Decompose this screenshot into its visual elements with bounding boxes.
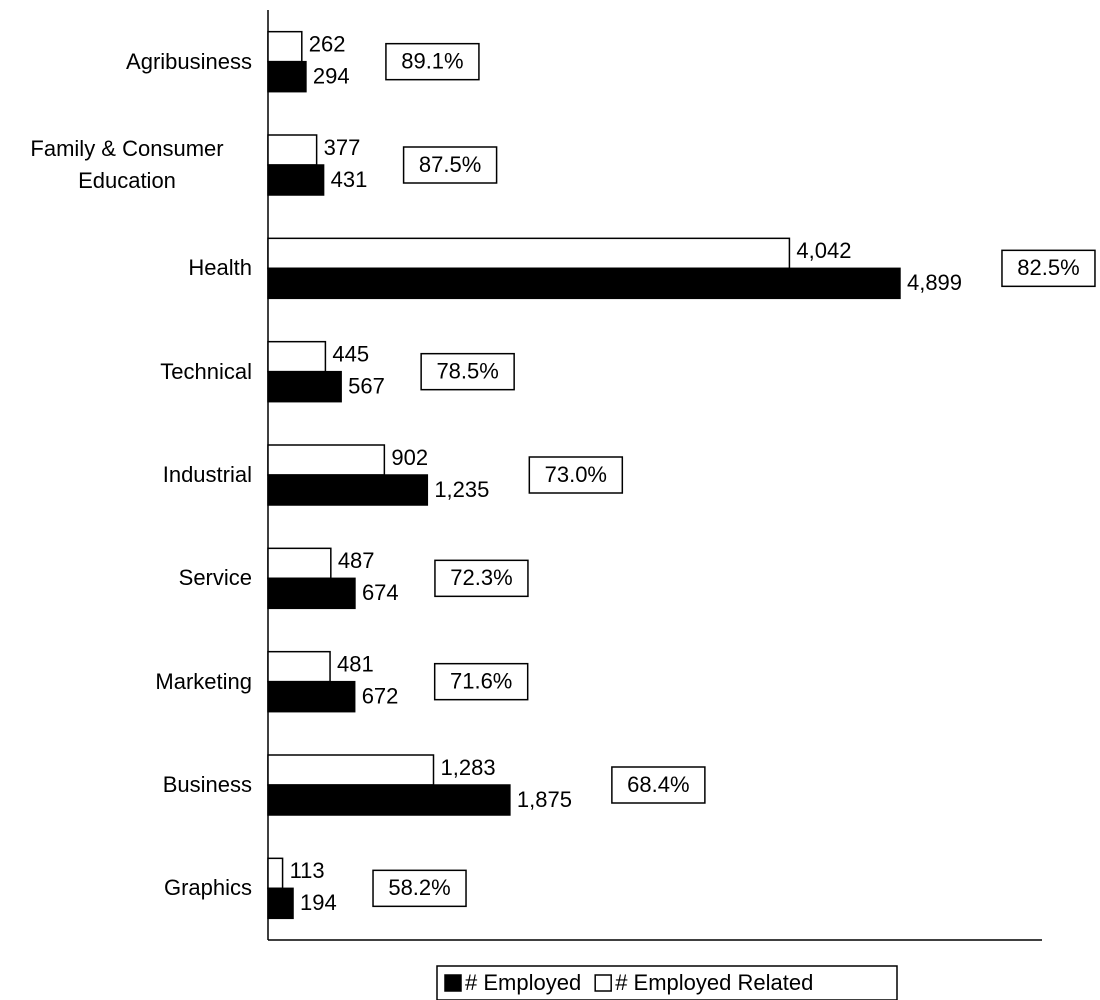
category-label-text: Agribusiness — [126, 48, 252, 74]
bar — [267, 887, 294, 920]
category-label-text: Business — [162, 772, 252, 797]
bar — [267, 444, 386, 476]
share-label: 87.5% — [419, 152, 481, 177]
legend-swatch — [444, 974, 462, 992]
share-box — [611, 766, 706, 804]
share-box — [433, 662, 529, 701]
value-label: 4,899 — [907, 270, 962, 295]
share-box — [1001, 249, 1096, 288]
value-label: 1,283 — [441, 755, 496, 780]
category-label: Business — [0, 745, 252, 825]
share-label: 82.5% — [1017, 255, 1079, 280]
value-label: 902 — [391, 445, 428, 470]
category-label: Agribusiness — [0, 22, 252, 102]
value-label: 481 — [337, 651, 374, 676]
share-label: 58.2% — [388, 875, 450, 900]
share-box — [385, 42, 480, 81]
share-label: 68.4% — [627, 772, 689, 797]
legend-label: # Employed Related — [615, 970, 813, 995]
legend-box — [436, 965, 898, 1000]
legend-label: # Employed — [465, 970, 581, 995]
value-label: 4,042 — [796, 238, 851, 263]
category-label: Technical — [0, 332, 252, 412]
bar — [267, 474, 429, 506]
share-box — [420, 352, 515, 391]
value-label: 262 — [309, 31, 346, 56]
bar — [267, 60, 307, 93]
category-label: Industrial — [0, 435, 252, 515]
value-label: 377 — [324, 135, 361, 160]
value-label: 294 — [313, 63, 350, 88]
value-label: 431 — [331, 167, 368, 192]
bar — [267, 30, 303, 63]
share-label: 78.5% — [436, 358, 498, 383]
share-box — [434, 559, 529, 598]
value-label: 445 — [332, 341, 369, 366]
value-label: 1,875 — [517, 787, 572, 812]
value-label: 1,235 — [434, 477, 489, 502]
value-label: 567 — [348, 373, 385, 398]
value-label: 113 — [290, 858, 325, 883]
bar — [267, 577, 356, 610]
bar — [267, 164, 325, 196]
value-label: 194 — [300, 890, 337, 915]
share-label: 72.3% — [450, 565, 512, 590]
category-label-text: Technical — [160, 358, 252, 384]
bar — [267, 237, 791, 270]
bar — [267, 267, 901, 300]
category-label-text: Health — [188, 255, 252, 281]
category-label-text: Industrial — [162, 462, 252, 487]
legend-swatch — [594, 974, 612, 992]
share-label: 89.1% — [401, 48, 463, 73]
share-label: 73.0% — [545, 462, 607, 487]
category-label-text: Marketing — [155, 668, 252, 694]
share-label: 71.6% — [450, 668, 512, 693]
category-label-text: Graphics — [163, 875, 252, 901]
value-label: 672 — [362, 683, 399, 708]
legend: # Employed # Employed Related — [436, 965, 898, 1000]
share-box — [528, 456, 624, 494]
bar — [267, 680, 356, 713]
bar — [267, 547, 332, 580]
bar — [267, 650, 331, 683]
category-label-text: Service — [178, 565, 252, 591]
share-box — [402, 146, 498, 184]
bar — [267, 370, 342, 403]
bar — [267, 857, 284, 890]
value-label: 487 — [338, 548, 375, 573]
bar — [267, 340, 327, 373]
category-label: Marketing — [0, 642, 252, 722]
bar — [267, 784, 511, 816]
bar — [267, 134, 318, 166]
value-label: 674 — [362, 580, 399, 605]
category-label-text: Family & Consumer Education — [30, 136, 224, 193]
category-label: Health — [0, 228, 252, 308]
category-label: Family & Consumer Education — [0, 125, 252, 205]
bar — [267, 754, 435, 786]
category-label: Graphics — [0, 848, 252, 928]
category-label: Service — [0, 538, 252, 618]
share-box — [372, 869, 467, 908]
